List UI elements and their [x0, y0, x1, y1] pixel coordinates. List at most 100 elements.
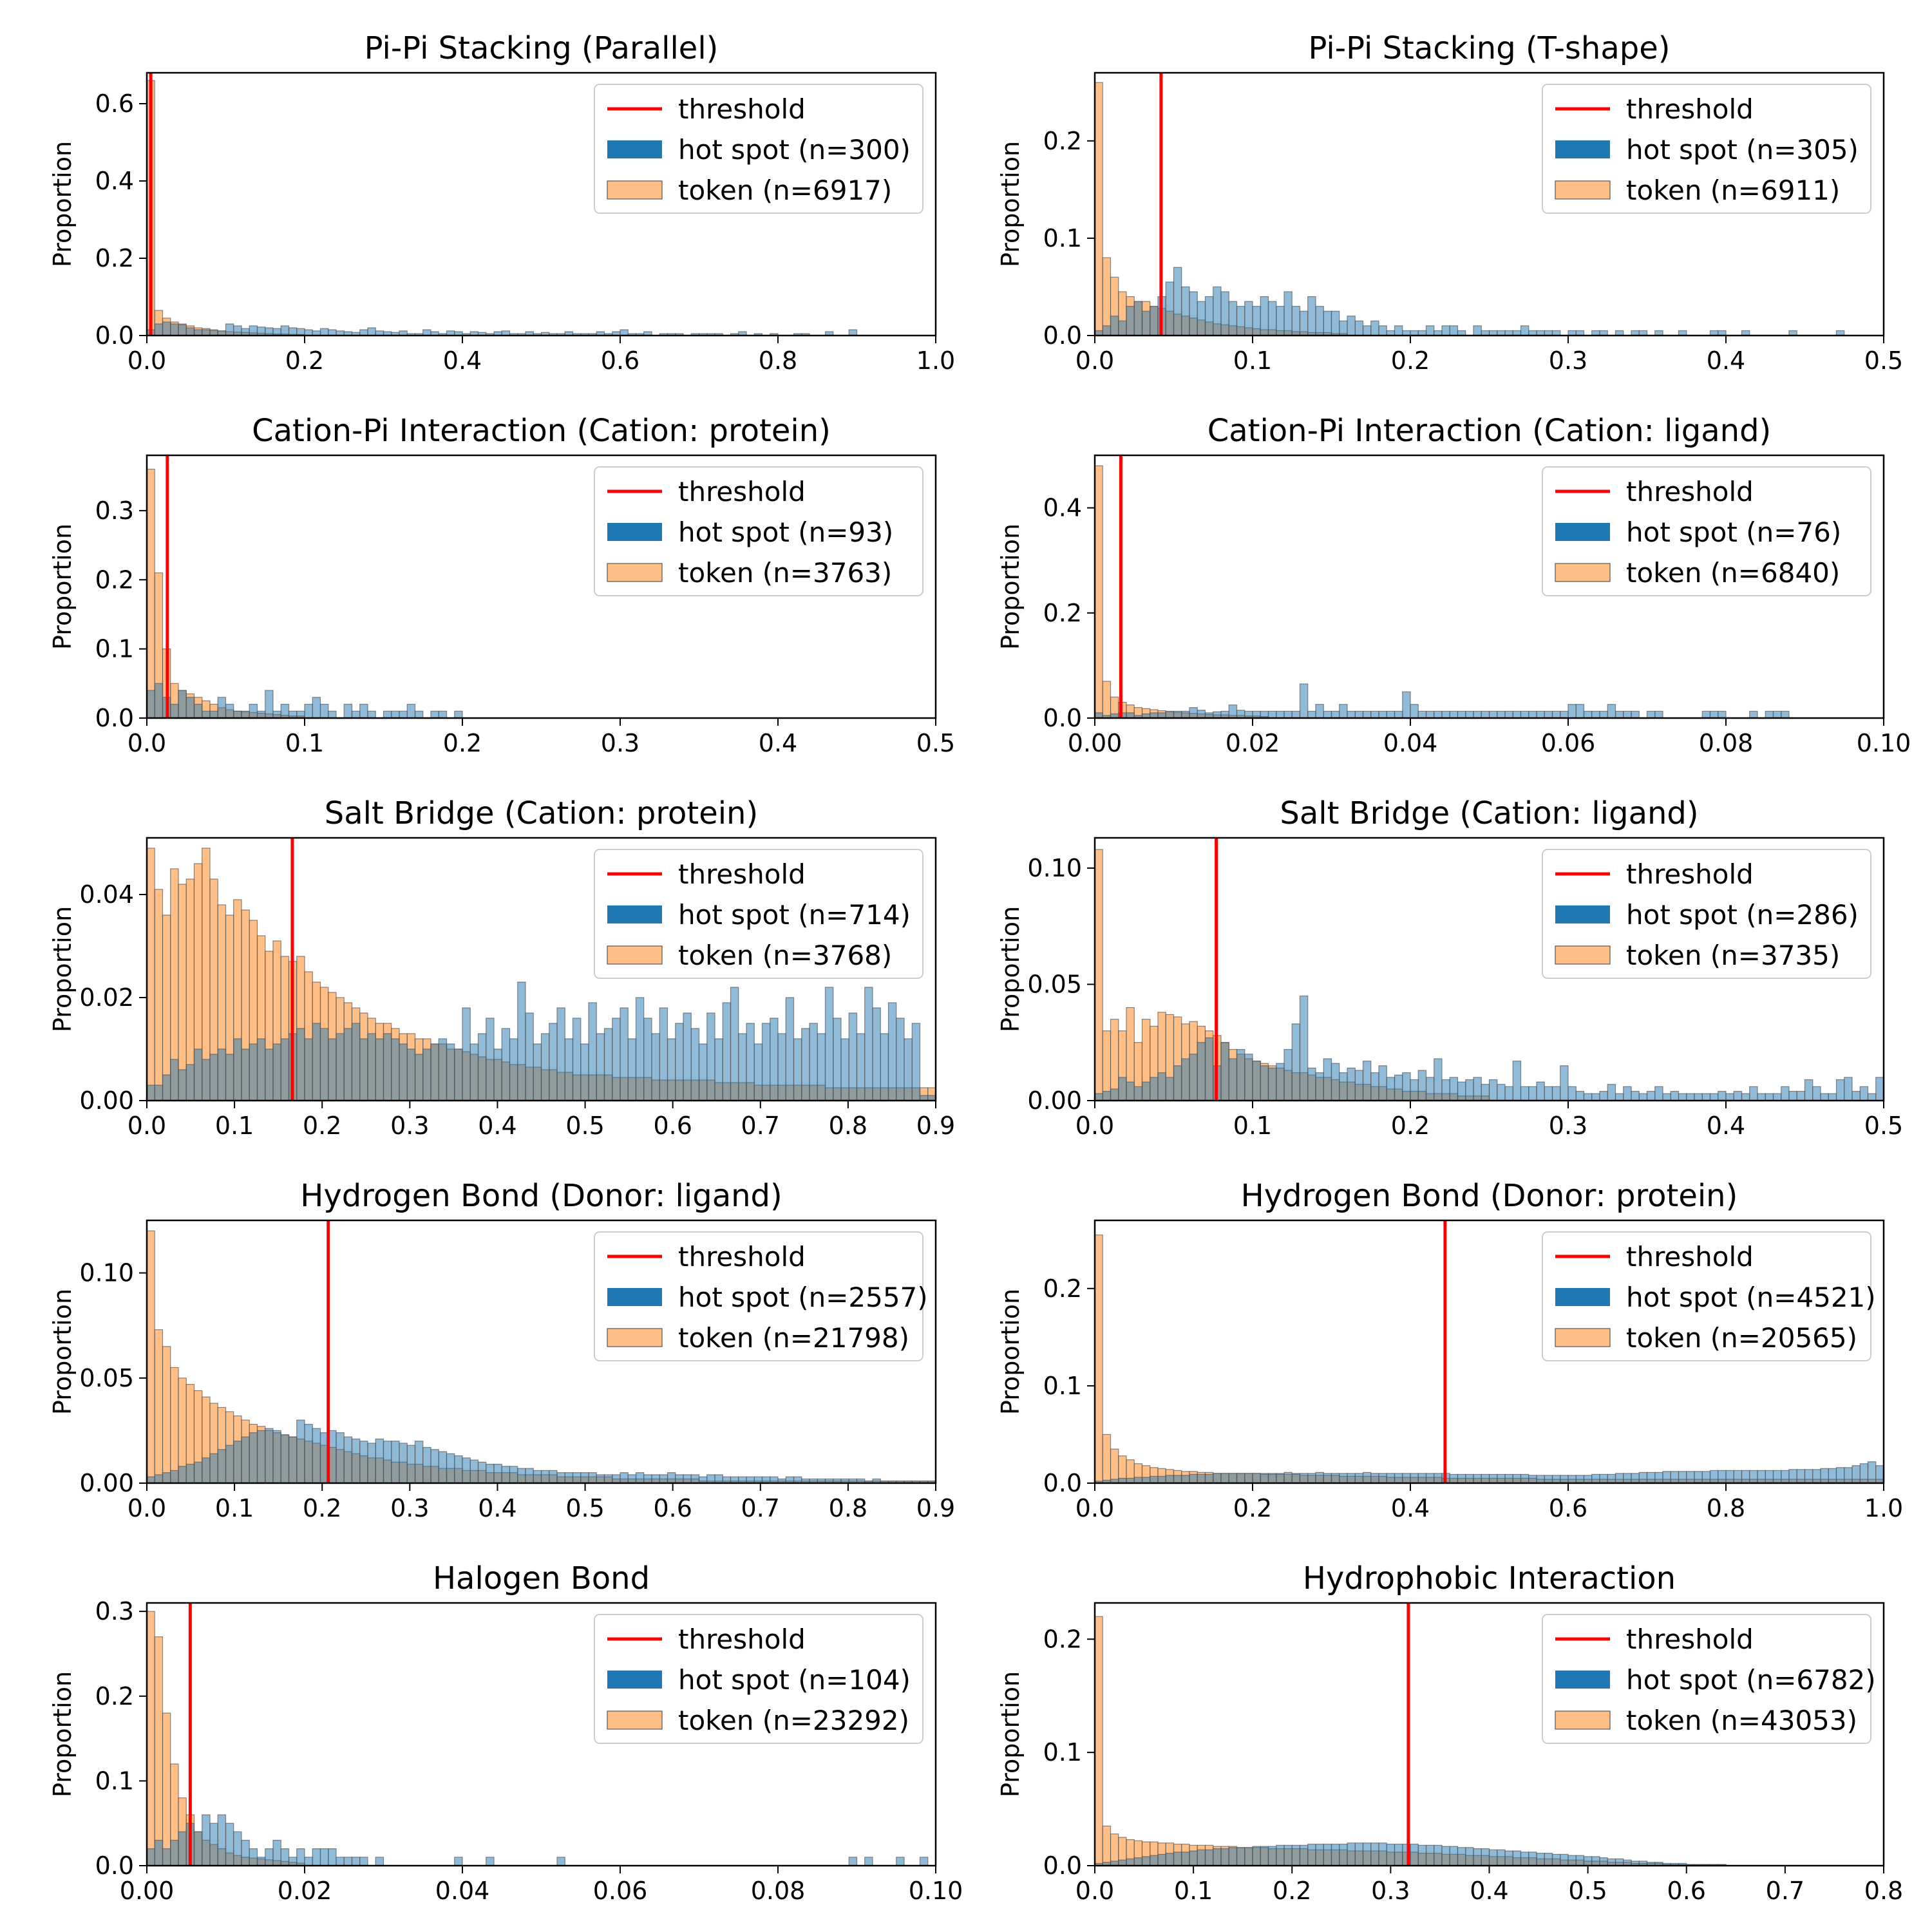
panel-7: Hydrogen Bond (Donor: ligand)Proportion0… — [48, 1178, 955, 1522]
hot-spot-bar — [533, 1470, 542, 1484]
hot-spot-bar — [1236, 306, 1245, 336]
legend-box — [1542, 1231, 1871, 1361]
legend-hot-spot-swatch — [1555, 140, 1610, 158]
hot-spot-bar — [627, 1038, 637, 1101]
hot-spot-bar — [556, 1857, 565, 1866]
hot-spot-bar — [383, 1441, 392, 1484]
hot-spot-bar — [1370, 1072, 1379, 1101]
x-tick-label: 0.5 — [565, 1112, 604, 1140]
legend-box — [594, 84, 923, 214]
hot-spot-bar — [1339, 320, 1348, 336]
hot-spot-bar — [249, 1848, 258, 1866]
hot-spot-bar — [462, 1457, 471, 1484]
hot-spot-bar — [746, 1476, 755, 1484]
hot-spot-bar — [1283, 1844, 1293, 1866]
hot-spot-bar — [1441, 710, 1450, 719]
hot-spot-bar — [1213, 286, 1222, 336]
hot-spot-bar — [1228, 1058, 1238, 1101]
hot-spot-bar — [162, 1472, 171, 1484]
hot-spot-bar — [1307, 1067, 1316, 1101]
token-bar — [162, 1346, 171, 1484]
hot-spot-bar — [209, 710, 218, 719]
hot-spot-bar — [1244, 1847, 1253, 1866]
hot-spot-bar — [1181, 1475, 1190, 1484]
y-tick-label: 0.3 — [95, 1597, 134, 1625]
panel-6: Salt Bridge (Cation: ligand)Proportion0.… — [996, 795, 1903, 1140]
hot-spot-bar — [1701, 1471, 1711, 1484]
hot-spot-bar — [880, 1033, 889, 1101]
x-tick-label: 0.5 — [565, 1494, 604, 1522]
token-bar — [146, 468, 155, 719]
hot-spot-bar — [162, 1848, 171, 1866]
hot-spot-bar — [1599, 1090, 1608, 1101]
hot-spot-bar — [1844, 1077, 1853, 1101]
legend-box — [594, 1614, 923, 1744]
x-tick-label: 0.08 — [751, 1877, 806, 1905]
hot-spot-bar — [1654, 1086, 1663, 1101]
hot-spot-bar — [1701, 1093, 1711, 1101]
hot-spot-bar — [549, 1023, 558, 1101]
hot-spot-bar — [1670, 1090, 1680, 1101]
hot-spot-bar — [1394, 710, 1403, 719]
hot-spot-bar — [651, 1033, 660, 1101]
axes-frame — [146, 837, 937, 1102]
x-tick-label: 0.1 — [1233, 1112, 1272, 1140]
hot-spot-bar — [1623, 1859, 1632, 1866]
hot-spot-bar — [272, 1430, 281, 1484]
hot-spot-bar — [588, 1472, 597, 1484]
hot-spot-bar — [1283, 1048, 1293, 1101]
hot-spot-bar — [399, 1443, 408, 1484]
hot-spot-bar — [383, 710, 392, 719]
x-tick-label: 0.3 — [390, 1494, 429, 1522]
legend-label-threshold: threshold — [678, 858, 806, 890]
legend-label-token: token (n=23292) — [678, 1705, 909, 1736]
x-tick-label: 0.1 — [1233, 346, 1272, 375]
hot-spot-bar — [1638, 1093, 1648, 1101]
x-tick-label: 0.0 — [1075, 346, 1114, 375]
panel-title: Salt Bridge (Cation: ligand) — [1280, 795, 1698, 831]
hot-spot-bar — [1252, 306, 1261, 336]
hot-spot-bar — [1189, 1054, 1198, 1101]
hot-spot-bar — [217, 1814, 227, 1866]
x-tick-label: 0.2 — [285, 346, 324, 375]
hot-spot-bar — [1150, 1855, 1159, 1866]
x-tick-label: 0.0 — [1075, 1112, 1114, 1140]
hot-spot-bar — [1165, 281, 1175, 336]
legend-hot-spot-swatch — [607, 523, 662, 541]
legend-label-threshold: threshold — [678, 93, 806, 125]
hot-spot-bar — [580, 1043, 589, 1101]
hot-spot-bar — [1812, 1086, 1821, 1101]
hot-spot-bar — [256, 1857, 266, 1866]
hot-spot-bar — [1204, 1473, 1214, 1484]
legend: threshold hot spot (n=104) token (n=23292) — [594, 1614, 923, 1744]
legend-label-threshold: threshold — [1626, 1241, 1754, 1273]
hot-spot-bar — [1260, 1473, 1269, 1484]
hot-spot-bar — [1449, 710, 1459, 719]
hot-spot-bar — [785, 1476, 795, 1484]
legend-token-swatch — [1555, 1710, 1611, 1730]
hot-spot-bar — [391, 710, 400, 719]
hot-spot-bar — [1867, 1461, 1877, 1484]
hot-spot-bar — [154, 1839, 164, 1866]
hot-spot-bar — [351, 1857, 361, 1866]
axes-frame — [146, 454, 937, 719]
y-tick-label: 0.1 — [1043, 1372, 1082, 1400]
panel-title: Hydrogen Bond (Donor: ligand) — [300, 1178, 782, 1214]
hot-spot-bar — [170, 703, 179, 719]
y-axis-label: Proportion — [996, 1289, 1025, 1415]
hot-spot-bar — [1165, 710, 1175, 719]
hot-spot-bar — [328, 710, 337, 719]
hot-spot-bar — [1473, 710, 1482, 719]
hot-spot-bar — [1835, 1467, 1845, 1484]
hot-spot-bar — [525, 1468, 534, 1484]
hot-spot-bar — [1339, 1473, 1348, 1484]
x-tick-label: 0.00 — [120, 1877, 175, 1905]
hot-spot-bar — [1354, 320, 1364, 336]
legend-box — [594, 849, 923, 979]
hot-spot-bar — [1473, 1077, 1482, 1101]
hot-spot-bar — [1781, 1470, 1790, 1484]
y-tick-label: 0.1 — [1043, 224, 1082, 252]
hot-spot-bar — [1417, 1844, 1427, 1866]
hot-spot-bar — [1781, 710, 1790, 719]
hot-spot-bar — [1118, 1859, 1127, 1866]
